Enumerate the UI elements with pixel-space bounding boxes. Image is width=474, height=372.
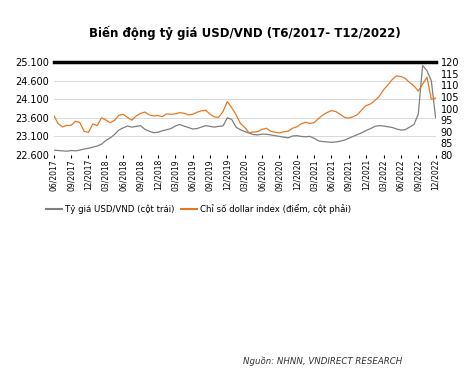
Tỷ giá USD/VND (cột trái) (420, 63, 426, 68)
Chỉ số dollar index (điểm, cột phải) (199, 109, 204, 113)
Chỉ số dollar index (điểm, cột phải) (276, 131, 282, 135)
Tỷ giá USD/VND (cột trái) (51, 148, 56, 153)
Tỷ giá USD/VND (cột trái) (94, 144, 100, 148)
Line: Tỷ giá USD/VND (cột trái): Tỷ giá USD/VND (cột trái) (54, 65, 436, 151)
Tỷ giá USD/VND (cột trái) (103, 138, 109, 143)
Chỉ số dollar index (điểm, cột phải) (246, 131, 252, 135)
Chỉ số dollar index (điểm, cột phải) (129, 118, 135, 122)
Title: Biến động tỷ giá USD/VND (T6/2017- T12/2022): Biến động tỷ giá USD/VND (T6/2017- T12/2… (89, 26, 401, 40)
Tỷ giá USD/VND (cột trái) (64, 149, 70, 154)
Tỷ giá USD/VND (cột trái) (394, 127, 400, 131)
Tỷ giá USD/VND (cột trái) (433, 116, 438, 120)
Chỉ số dollar index (điểm, cột phải) (99, 116, 104, 120)
Chỉ số dollar index (điểm, cột phải) (398, 74, 404, 79)
Text: Nguồn: NHNN, VNDIRECT RESEARCH: Nguồn: NHNN, VNDIRECT RESEARCH (243, 356, 402, 366)
Tỷ giá USD/VND (cột trái) (251, 132, 256, 137)
Chỉ số dollar index (điểm, cột phải) (51, 113, 56, 118)
Legend: Tỷ giá USD/VND (cột trái), Chỉ số dollar index (điểm, cột phải): Tỷ giá USD/VND (cột trái), Chỉ số dollar… (43, 201, 355, 218)
Tỷ giá USD/VND (cột trái) (203, 124, 209, 128)
Chỉ số dollar index (điểm, cột phải) (90, 122, 96, 126)
Chỉ số dollar index (điểm, cột phải) (433, 96, 438, 100)
Line: Chỉ số dollar index (điểm, cột phải): Chỉ số dollar index (điểm, cột phải) (54, 76, 436, 133)
Chỉ số dollar index (điểm, cột phải) (394, 74, 400, 78)
Tỷ giá USD/VND (cột trái) (133, 124, 139, 129)
